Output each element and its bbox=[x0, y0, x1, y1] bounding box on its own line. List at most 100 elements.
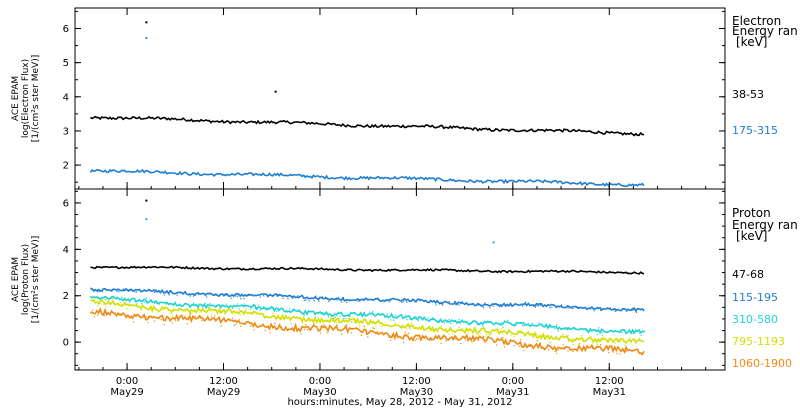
data-point bbox=[339, 315, 341, 318]
data-point bbox=[473, 340, 475, 342]
data-point bbox=[249, 325, 252, 327]
data-point bbox=[598, 327, 600, 329]
data-point bbox=[236, 303, 239, 305]
data-point bbox=[163, 294, 165, 296]
data-point bbox=[136, 291, 138, 293]
data-point bbox=[587, 329, 589, 331]
data-point bbox=[484, 341, 486, 344]
legend-entry: 1060-1900 bbox=[732, 357, 792, 370]
data-point bbox=[344, 318, 346, 320]
data-point bbox=[303, 328, 305, 330]
data-point bbox=[263, 295, 265, 297]
data-point bbox=[157, 301, 159, 303]
data-point bbox=[619, 353, 621, 355]
data-point bbox=[223, 313, 226, 315]
legend-entry: 795-1193 bbox=[732, 335, 785, 348]
data-point bbox=[280, 326, 283, 328]
data-point bbox=[372, 311, 374, 313]
data-point bbox=[337, 297, 340, 299]
data-point bbox=[414, 339, 416, 342]
data-point bbox=[521, 324, 524, 327]
data-point bbox=[232, 317, 234, 319]
series-line bbox=[89, 295, 645, 335]
data-point bbox=[253, 329, 255, 331]
data-point bbox=[492, 305, 494, 307]
y-axis-label-line: ACE EPAM bbox=[11, 257, 21, 302]
data-point bbox=[259, 309, 261, 311]
data-point bbox=[624, 344, 626, 346]
data-point bbox=[175, 320, 177, 322]
data-point bbox=[590, 336, 592, 338]
y-tick-label: 4 bbox=[63, 245, 69, 256]
data-point bbox=[471, 341, 473, 343]
data-point bbox=[230, 297, 232, 299]
data-point bbox=[632, 309, 634, 311]
data-point bbox=[440, 325, 442, 327]
data-point bbox=[477, 339, 480, 341]
data-point bbox=[536, 339, 538, 342]
data-point bbox=[606, 307, 608, 309]
electron-frame bbox=[74, 7, 726, 190]
data-point bbox=[96, 305, 99, 307]
data-point bbox=[416, 316, 418, 318]
data-point bbox=[484, 302, 486, 304]
data-point bbox=[551, 306, 553, 308]
data-point bbox=[363, 311, 366, 313]
data-point bbox=[556, 352, 558, 354]
data-point bbox=[126, 308, 128, 310]
data-point bbox=[450, 322, 452, 325]
data-point bbox=[380, 325, 382, 328]
data-point bbox=[308, 300, 310, 302]
data-point bbox=[601, 334, 603, 337]
data-point bbox=[144, 301, 146, 303]
data-point bbox=[503, 346, 506, 348]
data-point bbox=[448, 318, 450, 321]
data-point bbox=[573, 340, 576, 342]
data-point bbox=[313, 300, 315, 302]
data-point bbox=[394, 314, 397, 316]
data-point bbox=[292, 297, 294, 299]
data-point bbox=[409, 328, 411, 330]
data-point bbox=[500, 328, 502, 330]
data-point bbox=[487, 321, 489, 324]
data-point bbox=[572, 344, 574, 346]
data-point bbox=[461, 301, 463, 303]
data-point bbox=[298, 309, 301, 311]
data-point bbox=[119, 301, 121, 304]
data-point bbox=[321, 296, 323, 298]
data-point bbox=[93, 316, 95, 318]
data-point bbox=[274, 322, 276, 324]
data-point bbox=[206, 312, 208, 314]
data-point bbox=[404, 331, 406, 333]
data-point bbox=[547, 349, 550, 351]
data-point bbox=[567, 350, 569, 352]
data-point bbox=[129, 301, 131, 303]
data-point bbox=[108, 299, 110, 301]
data-point bbox=[193, 302, 195, 304]
data-point bbox=[497, 303, 499, 305]
data-point bbox=[460, 302, 462, 305]
data-point bbox=[482, 335, 485, 338]
data-point bbox=[342, 318, 344, 320]
data-point bbox=[289, 319, 291, 321]
data-point bbox=[513, 336, 515, 338]
data-point bbox=[118, 290, 120, 293]
data-point bbox=[489, 307, 491, 309]
data-point bbox=[376, 297, 379, 299]
legend-title-line: [keV] bbox=[736, 35, 767, 49]
data-point bbox=[188, 319, 190, 321]
data-point bbox=[403, 341, 405, 343]
data-point bbox=[155, 300, 157, 302]
data-point bbox=[619, 341, 621, 343]
data-point bbox=[464, 339, 467, 341]
data-point bbox=[455, 303, 457, 306]
data-point bbox=[349, 320, 351, 322]
data-point bbox=[406, 301, 408, 303]
legend-entry: 38-53 bbox=[732, 88, 764, 101]
x-tick-date: May29 bbox=[207, 387, 240, 398]
series-line bbox=[90, 287, 645, 313]
data-point bbox=[634, 307, 636, 309]
data-point bbox=[359, 325, 361, 327]
data-point bbox=[363, 326, 366, 328]
data-point bbox=[186, 323, 188, 325]
